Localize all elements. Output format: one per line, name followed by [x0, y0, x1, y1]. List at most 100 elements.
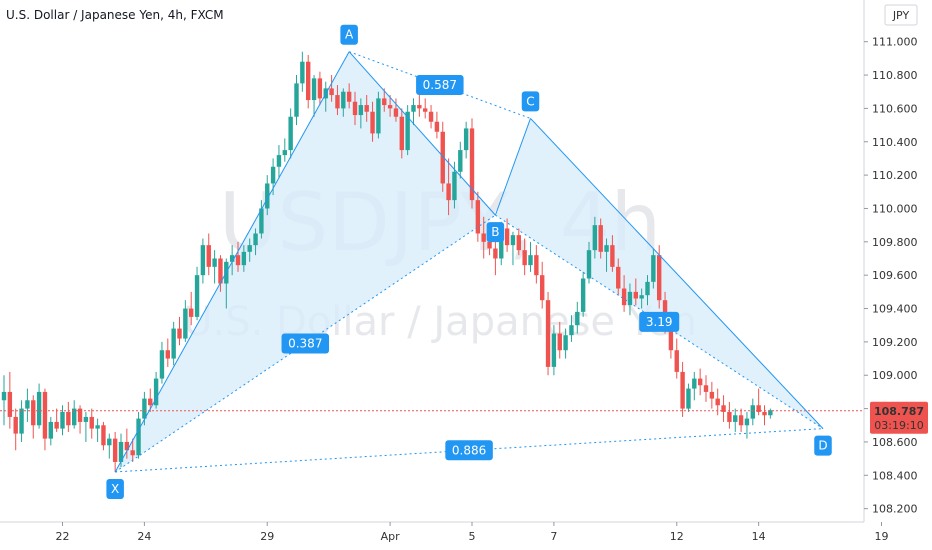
x-tick-label: Apr — [381, 530, 401, 543]
candle-body — [703, 385, 709, 392]
candle — [417, 95, 422, 117]
candle-body — [13, 416, 18, 434]
ratio-label-0-387[interactable]: 0.387 — [281, 333, 330, 354]
candle — [112, 431, 118, 472]
point-label-x-text: X — [111, 482, 119, 496]
candle-body — [148, 398, 153, 406]
candle-body — [399, 116, 404, 151]
x-tick-label: 22 — [56, 530, 70, 543]
candle — [83, 411, 89, 442]
candle-body — [645, 281, 650, 296]
candle-body — [77, 408, 83, 422]
candle — [382, 88, 387, 112]
time-axis[interactable]: 22 24 29 Apr 5 7 12 14 19 — [56, 522, 889, 543]
candle-body — [265, 183, 270, 209]
candle-body — [487, 241, 492, 249]
candle — [235, 241, 241, 272]
currency-badge[interactable]: JPY — [884, 4, 918, 26]
x-tick-label: 7 — [550, 530, 557, 543]
candle — [744, 411, 750, 439]
pattern-labels[interactable]: X A B C D 0.387 0.587 3.19 0.886 — [106, 24, 832, 499]
leg-ab — [348, 51, 496, 216]
candle — [458, 141, 463, 179]
candle-body — [364, 105, 369, 112]
ratio-label-3-19[interactable]: 3.19 — [639, 311, 680, 332]
x-tick-label: 19 — [875, 530, 889, 543]
candle-body — [569, 325, 574, 336]
candle — [189, 291, 194, 326]
candle — [77, 405, 83, 434]
candle-body — [586, 250, 592, 279]
candle-body — [516, 235, 521, 251]
candle — [645, 275, 650, 306]
candle — [639, 288, 644, 309]
candle — [750, 398, 755, 426]
candle — [768, 408, 773, 419]
candle — [36, 383, 42, 429]
point-label-d[interactable]: D — [814, 435, 832, 456]
countdown-timer: 03:19:10 — [874, 419, 923, 432]
candle-body — [276, 155, 282, 167]
candle — [276, 145, 282, 179]
candle — [522, 238, 527, 276]
candle-body — [545, 300, 551, 367]
candle-body — [107, 438, 112, 446]
y-tick-label: 109.800 — [872, 236, 918, 249]
point-label-a-text: A — [345, 28, 354, 42]
candle-body — [674, 350, 679, 372]
candle — [387, 95, 393, 117]
candle — [229, 245, 235, 276]
candle — [42, 388, 48, 451]
ratio-label-0-587[interactable]: 0.587 — [416, 75, 464, 96]
candle — [516, 228, 521, 256]
candle-body — [387, 105, 393, 109]
candle — [311, 75, 317, 117]
candle — [399, 108, 404, 159]
candle — [165, 338, 170, 367]
point-label-c[interactable]: C — [521, 91, 540, 112]
ratio-label-0-886[interactable]: 0.886 — [445, 440, 493, 461]
candle — [25, 388, 30, 422]
price-axis[interactable]: 111.000 110.800 110.600 110.400 110.200 110.0… — [864, 36, 918, 516]
candle-body — [697, 378, 703, 386]
candle-body — [36, 391, 42, 426]
candle — [89, 408, 94, 439]
candle-body — [118, 441, 124, 462]
candle-body — [311, 78, 317, 101]
candle-body — [382, 98, 387, 106]
candle-body — [142, 398, 147, 419]
candle-body — [458, 150, 463, 172]
candle-body — [657, 255, 662, 301]
candle — [13, 408, 18, 451]
candle — [621, 275, 627, 312]
candle — [159, 341, 165, 384]
candle-body — [48, 421, 53, 439]
point-label-a[interactable]: A — [340, 24, 358, 45]
candle-body — [358, 105, 364, 116]
y-tick-label: 108.200 — [872, 503, 918, 516]
y-tick-label: 108.400 — [872, 469, 918, 482]
ratio-label-0-587-text: 0.587 — [423, 78, 457, 92]
candle-body — [504, 228, 510, 246]
candle-body — [124, 441, 130, 451]
candle-body — [423, 108, 428, 112]
candle — [212, 250, 217, 284]
y-tick-label: 109.400 — [872, 303, 918, 316]
ratio-line-xb — [114, 214, 496, 473]
ratio-label-0-886-text: 0.886 — [452, 443, 486, 457]
point-label-x[interactable]: X — [106, 478, 124, 499]
candle-body — [510, 235, 516, 246]
candle-body — [189, 308, 194, 317]
candle-body — [440, 131, 445, 184]
candle-body — [177, 328, 182, 339]
point-label-b[interactable]: B — [486, 222, 505, 243]
candle — [101, 421, 106, 451]
point-label-d-text: D — [818, 439, 827, 453]
candle-body — [411, 105, 416, 112]
candle-body — [452, 171, 457, 201]
candle-body — [306, 61, 311, 101]
candle — [446, 158, 451, 216]
candle — [657, 245, 662, 309]
